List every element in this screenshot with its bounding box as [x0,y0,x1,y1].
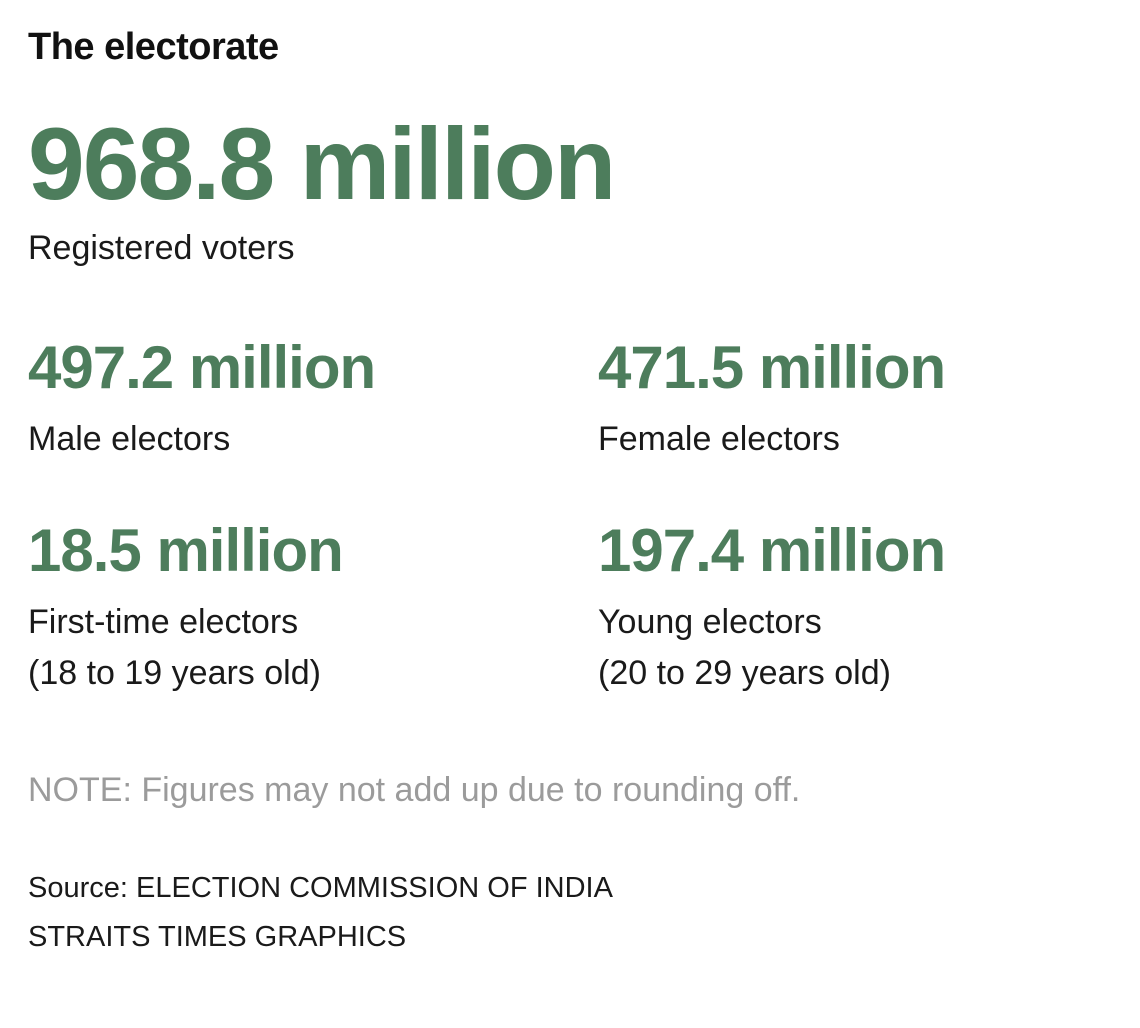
first-time-electors-sublabel: (18 to 19 years old) [28,654,321,692]
stat-male-electors: 497.2 million Male electors [28,338,598,465]
registered-voters-value: 968.8 million [28,107,616,221]
source-line-1: Source: ELECTION COMMISSION OF INDIA [28,872,613,904]
first-time-electors-value: 18.5 million [28,517,344,584]
male-electors-label: Male electors [28,420,231,458]
first-time-electors-label: First-time electors [28,603,299,641]
male-electors-value: 497.2 million [28,334,376,401]
source-line-2: STRAITS TIMES GRAPHICS [28,921,407,954]
stat-young-electors: 197.4 million Young electors (20 to 29 y… [598,521,1110,699]
page-title: The electorate [28,26,279,68]
rounding-note: NOTE: Figures may not add up due to roun… [28,771,801,809]
young-electors-sublabel: (20 to 29 years old) [598,654,891,692]
stat-female-electors: 471.5 million Female electors [598,338,1110,465]
young-electors-value: 197.4 million [598,517,946,584]
registered-voters-label: Registered voters [28,229,295,267]
young-electors-label: Young electors [598,603,822,641]
source-block: Source: ELECTION COMMISSION OF INDIA STR… [28,864,1110,963]
stats-grid: 497.2 million Male electors 471.5 millio… [28,338,1110,699]
female-electors-label: Female electors [598,420,840,458]
stat-first-time-electors: 18.5 million First-time electors (18 to … [28,521,598,699]
female-electors-value: 471.5 million [598,334,946,401]
